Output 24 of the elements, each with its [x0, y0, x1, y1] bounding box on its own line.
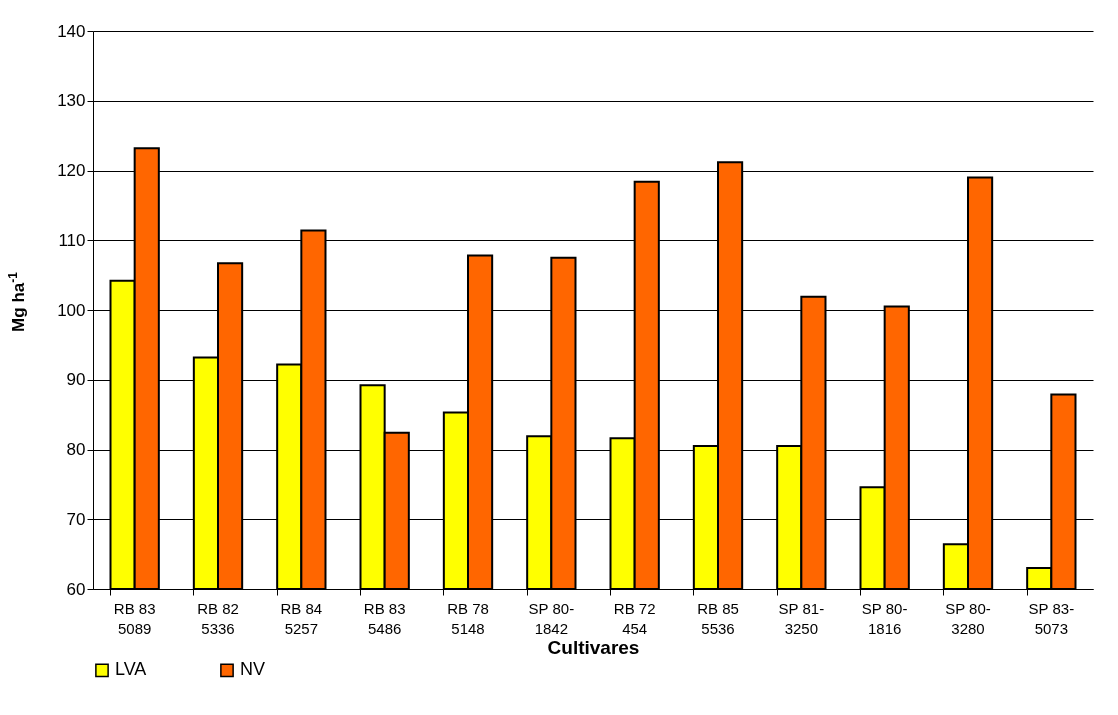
x-tick-label: SP 83-5073: [1028, 599, 1075, 637]
x-tick-label: RB 83 5089: [113, 599, 156, 637]
legend-label: LVA: [115, 659, 147, 680]
x-tick-label: SP 80-1816: [861, 599, 908, 637]
x-axis-title: Cultivares: [547, 636, 640, 658]
y-tick-label: 70: [66, 509, 86, 529]
y-tick-label: 80: [66, 440, 86, 459]
x-tick-label: RB 82 5336: [197, 599, 239, 637]
x-tick-label: SP 81-3250: [778, 599, 825, 637]
x-tick-label: RB 78 5148: [447, 599, 489, 637]
x-tick-label: RB 84 5257: [280, 599, 323, 637]
y-tick-label: 120: [57, 161, 86, 180]
legend-label: NV: [240, 659, 266, 680]
y-tick-label: 90: [66, 370, 86, 390]
y-tick-label: 140: [57, 21, 86, 41]
x-tick-label: RB 72 454: [613, 599, 656, 637]
x-tick-label: SP 80-3280: [945, 599, 991, 637]
x-tick-label: SP 80-1842: [528, 599, 575, 637]
x-tick-label: RB 83 5486: [363, 599, 406, 637]
x-tick-label: RB 85 5536: [697, 599, 739, 637]
y-tick-label: 100: [57, 300, 86, 320]
y-tick-label: 60: [66, 579, 86, 599]
y-tick-label: 130: [57, 91, 86, 111]
y-tick-label: 110: [58, 230, 86, 250]
